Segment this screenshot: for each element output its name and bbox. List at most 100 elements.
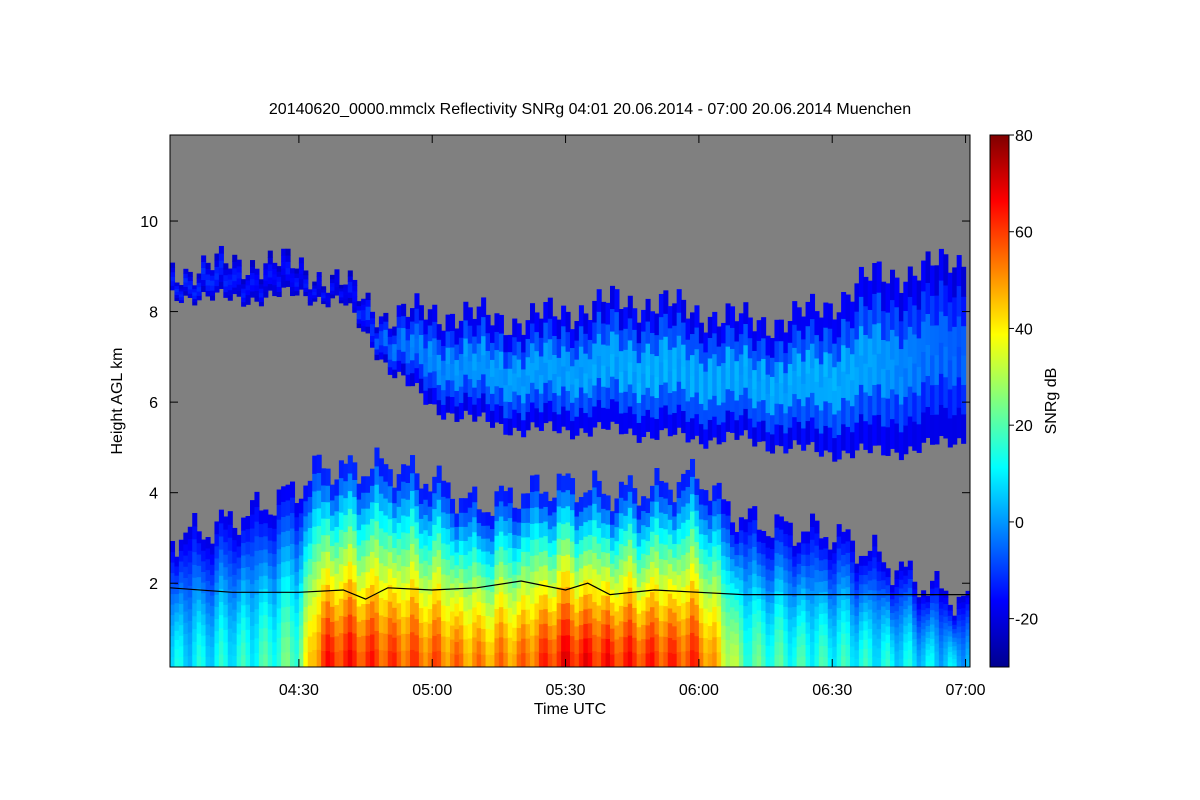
upper-layer-cell <box>498 405 504 424</box>
lower-layer-cell <box>721 611 727 626</box>
upper-layer-cell <box>614 333 620 357</box>
lower-layer-cell <box>601 522 607 538</box>
lower-layer-cell <box>498 651 504 667</box>
lower-layer-cell <box>330 515 336 531</box>
lower-layer-cell <box>392 517 398 534</box>
upper-layer-cell <box>898 348 904 377</box>
upper-layer-cell <box>543 362 549 383</box>
lower-layer-cell <box>832 583 838 595</box>
lower-layer-cell <box>823 537 829 549</box>
lower-layer-cell <box>374 465 380 485</box>
lower-layer-cell <box>578 596 584 611</box>
upper-layer-cell <box>187 276 193 282</box>
lower-layer-cell <box>396 506 402 523</box>
lower-layer-cell <box>890 653 896 661</box>
upper-layer-cell <box>503 417 509 435</box>
lower-layer-cell <box>636 626 642 641</box>
lower-layer-cell <box>818 624 824 636</box>
upper-layer-cell <box>552 411 558 432</box>
lower-layer-cell <box>485 512 491 526</box>
upper-layer-cell <box>747 418 753 439</box>
upper-layer-cell <box>418 363 424 379</box>
lower-layer-cell <box>632 652 638 667</box>
lower-layer-cell <box>738 517 744 531</box>
upper-layer-cell <box>818 317 824 342</box>
lower-layer-cell <box>467 608 473 624</box>
lower-layer-cell <box>538 580 544 596</box>
lower-layer-cell <box>756 632 762 645</box>
lower-layer-cell <box>601 551 607 567</box>
upper-layer-cell <box>307 302 313 306</box>
upper-layer-cell <box>303 278 309 284</box>
upper-layer-cell <box>863 391 869 422</box>
lower-layer-cell <box>850 572 856 584</box>
lower-layer-cell <box>290 605 296 622</box>
lower-layer-cell <box>712 606 718 623</box>
lower-layer-cell <box>325 551 331 569</box>
lower-layer-cell <box>725 501 731 516</box>
lower-layer-cell <box>601 565 607 582</box>
upper-layer-cell <box>947 330 953 361</box>
lower-layer-cell <box>530 571 536 588</box>
upper-layer-cell <box>756 320 762 341</box>
lower-layer-cell <box>881 562 887 572</box>
lower-layer-cell <box>952 645 958 651</box>
lower-layer-cell <box>867 628 873 639</box>
lower-layer-cell <box>387 650 393 667</box>
upper-layer-cell <box>294 268 300 274</box>
upper-layer-cell <box>916 280 922 310</box>
upper-layer-cell <box>352 290 358 297</box>
lower-layer-cell <box>552 568 558 583</box>
lower-layer-cell <box>738 579 744 593</box>
lower-layer-cell <box>876 609 882 620</box>
lower-layer-cell <box>805 531 811 544</box>
lower-layer-cell <box>410 543 416 562</box>
lower-layer-cell <box>570 509 576 526</box>
lower-layer-cell <box>334 479 340 496</box>
upper-layer-cell <box>458 386 464 403</box>
upper-layer-cell <box>627 317 633 341</box>
lower-layer-cell <box>281 576 287 593</box>
lower-layer-cell <box>538 638 544 654</box>
upper-layer-cell <box>227 289 233 296</box>
upper-layer-cell <box>432 337 438 355</box>
upper-layer-cell <box>783 352 789 374</box>
upper-layer-cell <box>530 401 536 423</box>
lower-layer-cell <box>614 610 620 626</box>
upper-layer-cell <box>267 270 273 278</box>
upper-layer-cell <box>778 319 784 342</box>
lower-layer-cell <box>756 644 762 657</box>
upper-layer-cell <box>632 413 638 436</box>
lower-layer-cell <box>632 562 638 579</box>
upper-layer-cell <box>592 321 598 344</box>
lower-layer-cell <box>565 634 571 652</box>
upper-layer-cell <box>805 349 811 374</box>
lower-layer-cell <box>494 637 500 653</box>
upper-layer-cell <box>747 357 753 379</box>
lower-layer-cell <box>618 605 624 622</box>
lower-layer-cell <box>570 604 576 621</box>
upper-layer-cell <box>827 303 833 329</box>
upper-layer-cell <box>441 404 447 420</box>
upper-layer-cell <box>632 392 638 415</box>
lower-layer-cell <box>627 651 633 667</box>
lower-layer-cell <box>658 604 664 622</box>
upper-layer-cell <box>610 285 616 310</box>
lower-layer-cell <box>432 635 438 652</box>
upper-layer-cell <box>338 296 344 301</box>
upper-layer-cell <box>427 324 433 342</box>
lower-layer-cell <box>885 658 891 667</box>
lower-layer-cell <box>596 604 602 622</box>
upper-layer-cell <box>738 374 744 395</box>
lower-layer-cell <box>290 574 296 591</box>
upper-layer-cell <box>703 371 709 391</box>
lower-layer-cell <box>685 469 691 487</box>
lower-layer-cell <box>494 608 500 624</box>
upper-layer-cell <box>183 277 189 283</box>
upper-layer-cell <box>770 414 776 435</box>
lower-layer-cell <box>903 650 909 660</box>
lower-layer-cell <box>876 580 882 591</box>
lower-layer-cell <box>627 635 633 652</box>
lower-layer-cell <box>881 623 887 633</box>
lower-layer-cell <box>494 564 500 580</box>
